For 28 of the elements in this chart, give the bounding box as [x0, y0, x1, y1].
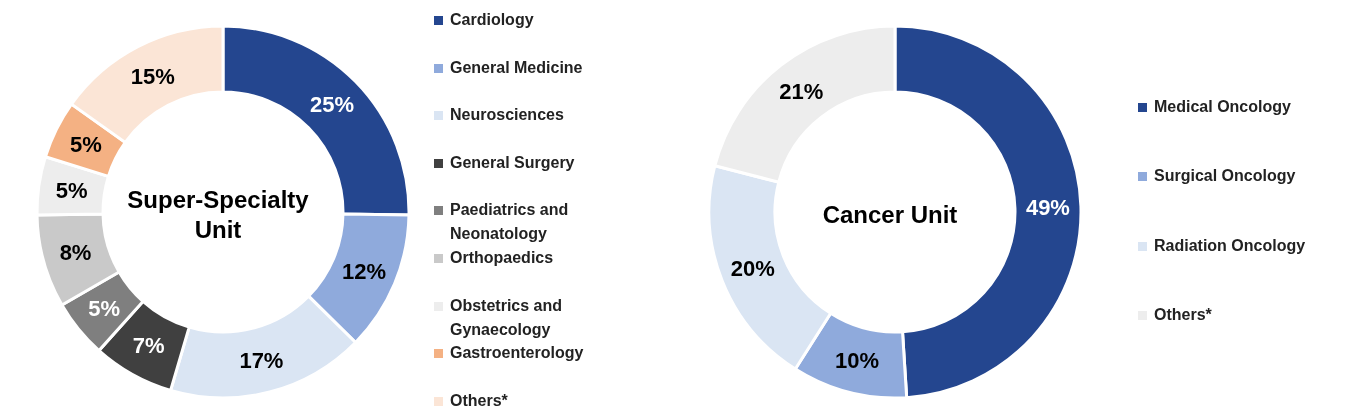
data-label: 7% — [132, 333, 165, 359]
legend-label: Orthopaedics — [450, 248, 555, 268]
legend-label: Others* — [1154, 304, 1213, 325]
data-label: 10% — [834, 347, 879, 373]
data-label: 5% — [88, 295, 121, 321]
legend-label: Gastroenterology — [450, 343, 585, 364]
text: Cancer Unit — [821, 200, 959, 230]
legend-label: Paediatrics and Neonatology — [450, 200, 570, 245]
legend-label: Neurosciences — [450, 105, 565, 126]
data-label: 5% — [70, 131, 102, 157]
legend-label: Medical Oncology — [1154, 97, 1292, 117]
data-label: 15% — [130, 63, 175, 89]
text: Super-Specialty Unit — [126, 185, 310, 245]
data-label: 49% — [1025, 194, 1070, 220]
legend-label: General Surgery — [450, 152, 576, 173]
data-label: 20% — [730, 255, 775, 281]
data-label: 12% — [342, 258, 387, 284]
legend-label: Radiation Oncology — [1154, 235, 1307, 256]
legend-label: Obstetrics and Gynaecology — [450, 295, 564, 340]
data-label: 17% — [239, 347, 284, 373]
data-label: 21% — [779, 78, 824, 104]
legend-label: Cardiology — [450, 10, 535, 30]
legend-label: Others* — [450, 390, 509, 408]
data-label: 8% — [59, 240, 92, 266]
data-label: 5% — [55, 177, 88, 203]
data-label: 25% — [310, 92, 355, 118]
legend-label: Surgical Oncology — [1154, 166, 1297, 187]
legend-label: General Medicine — [450, 57, 584, 78]
